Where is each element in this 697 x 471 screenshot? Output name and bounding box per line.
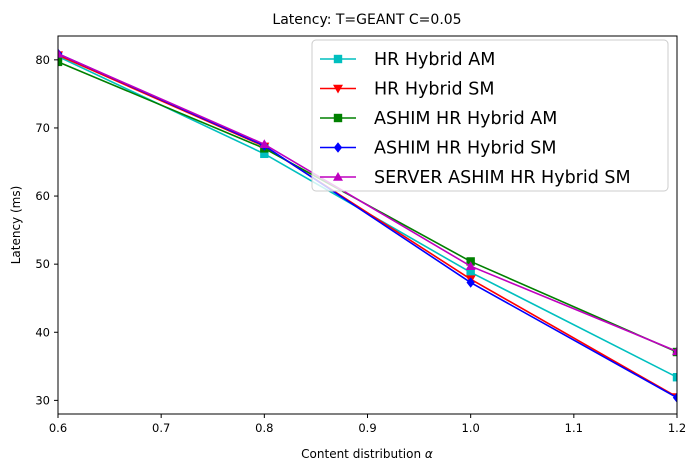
y-tick-label: 40: [35, 325, 50, 339]
series-4-point: [672, 392, 677, 403]
x-tick-label: 0.9: [358, 421, 376, 435]
legend-items: HR Hybrid AM HR Hybrid SM ASHIM HR Hybrid …: [320, 50, 631, 188]
x-tick-label: 0.7: [152, 421, 170, 435]
legend: HR Hybrid AM HR Hybrid SM ASHIM HR Hybrid …: [311, 39, 669, 192]
chart-title: Latency: T=GEANT C=0.05: [272, 12, 461, 28]
plot-series: [58, 48, 677, 403]
series-5-line: [58, 52, 677, 353]
x-tick-label: 1.1: [565, 421, 583, 435]
y-tick-label: 70: [35, 121, 50, 135]
legend-box: [311, 39, 669, 192]
series-5-point: [465, 261, 476, 270]
x-axis-label-text: Content distribution: [301, 447, 421, 461]
series-5-point: [259, 139, 270, 149]
x-tick-label: 0.8: [255, 421, 273, 435]
x-axis-ticks: 0.6 0.7 0.8 0.9 1.0 1.1 1.2: [49, 414, 686, 435]
y-tick-label: 80: [35, 53, 50, 67]
x-tick-label: 1.2: [668, 421, 686, 435]
x-axis-label: Content distribution α: [301, 447, 433, 461]
x-tick-label: 0.6: [49, 421, 67, 435]
y-axis-label: Latency (ms): [9, 186, 23, 265]
series-1-point: [672, 373, 677, 382]
plot-frame: [57, 35, 678, 415]
legend-item-3-marker: [333, 113, 343, 123]
legend-item-2-marker: [333, 84, 343, 94]
legend-item-2-label: HR Hybrid SM: [374, 80, 494, 100]
series-1-point: [260, 149, 269, 159]
x-axis-label-symbol: α: [425, 447, 433, 461]
x-tick-label: 1.0: [462, 421, 480, 435]
series-5-point: [672, 346, 677, 356]
y-tick-label: 50: [35, 257, 50, 271]
y-axis-ticks: 30 40 50 60 70 80: [35, 53, 58, 407]
series-4-point: [466, 277, 475, 288]
legend-item-4-label: ASHIM HR Hybrid SM: [374, 139, 557, 159]
legend-item-5-marker: [333, 172, 343, 181]
legend-item-1-label: HR Hybrid AM: [374, 50, 495, 70]
legend-item-1-marker: [333, 54, 343, 64]
series-3-point: [58, 57, 63, 67]
series-1-point: [466, 268, 475, 277]
y-tick-label: 30: [35, 393, 50, 407]
legend-item-3-label: ASHIM HR Hybrid AM: [374, 109, 557, 129]
legend-item-4-marker: [333, 142, 343, 153]
series-5-point: [58, 48, 63, 58]
y-tick-label: 60: [35, 189, 50, 203]
series-2-line: [58, 54, 677, 398]
legend-item-5-label: SERVER ASHIM HR Hybrid SM: [374, 168, 631, 188]
